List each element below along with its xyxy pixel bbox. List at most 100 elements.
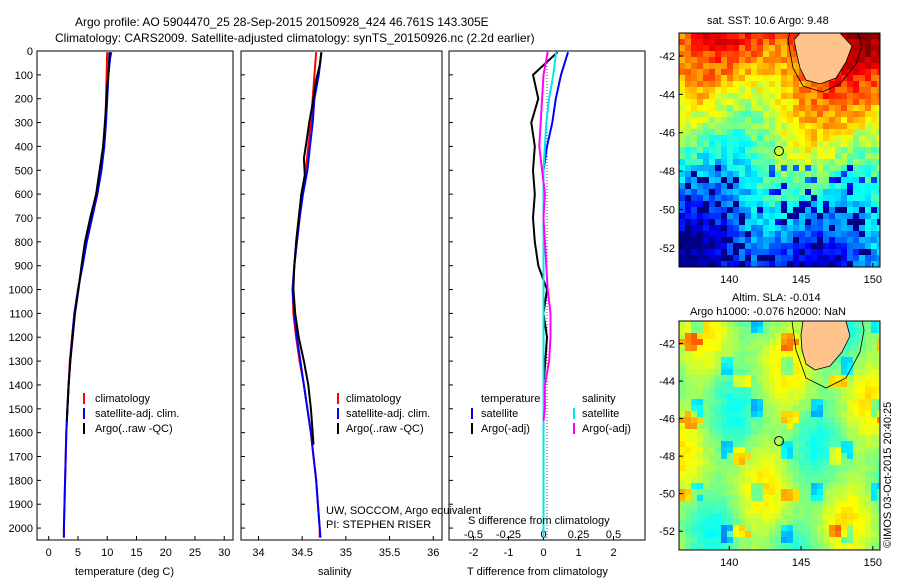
heatmap-cell xyxy=(703,405,709,411)
heatmap-cell xyxy=(739,447,745,453)
heatmap-cell xyxy=(817,201,823,207)
heatmap-cell xyxy=(679,465,685,471)
heatmap-cell xyxy=(835,525,841,531)
heatmap-cell xyxy=(691,453,697,459)
heatmap-cell xyxy=(811,459,817,465)
heatmap-cell xyxy=(733,255,739,261)
heatmap-cell xyxy=(793,129,799,135)
heatmap-cell xyxy=(877,213,880,219)
heatmap-cell xyxy=(847,447,853,453)
heatmap-cell xyxy=(709,387,715,393)
heatmap-cell xyxy=(745,183,751,189)
heatmap-cell xyxy=(811,531,817,537)
heatmap-cell xyxy=(763,45,769,51)
heatmap-cell xyxy=(793,111,799,117)
heatmap-cell xyxy=(769,75,775,81)
heatmap-cell xyxy=(835,261,841,267)
heatmap-cell xyxy=(757,219,763,225)
heatmap-cell xyxy=(727,93,733,99)
heatmap-cell xyxy=(853,393,859,399)
heatmap-cell xyxy=(721,465,727,471)
heatmap-cell xyxy=(709,111,715,117)
heatmap-cell xyxy=(763,465,769,471)
heatmap-cell xyxy=(853,321,859,327)
heatmap-cell xyxy=(775,261,781,267)
heatmap-cell xyxy=(871,165,877,171)
difference-legend: temperature satellite Argo(-adj) salinit… xyxy=(471,393,631,435)
heatmap-cell xyxy=(829,477,835,483)
heatmap-cell xyxy=(871,99,877,105)
heatmap-cell xyxy=(841,165,847,171)
heatmap-cell xyxy=(823,537,829,543)
heatmap-cell xyxy=(811,465,817,471)
heatmap-cell xyxy=(679,57,685,63)
heatmap-cell xyxy=(715,453,721,459)
latitude-tick-label: -52 xyxy=(659,526,675,538)
heatmap-cell xyxy=(835,111,841,117)
heatmap-cell xyxy=(781,375,787,381)
heatmap-cell xyxy=(871,69,877,75)
heatmap-cell xyxy=(793,459,799,465)
heatmap-cell xyxy=(679,471,685,477)
heatmap-cell xyxy=(811,525,817,531)
heatmap-cell xyxy=(853,441,859,447)
heatmap-cell xyxy=(847,177,853,183)
heatmap-cell xyxy=(835,207,841,213)
heatmap-cell xyxy=(859,63,865,69)
heatmap-cell xyxy=(715,429,721,435)
heatmap-cell xyxy=(871,465,877,471)
heatmap-cell xyxy=(805,213,811,219)
heatmap-cell xyxy=(841,477,847,483)
heatmap-cell xyxy=(871,255,877,261)
heatmap-cell xyxy=(763,135,769,141)
heatmap-cell xyxy=(685,195,691,201)
heatmap-cell xyxy=(691,537,697,543)
heatmap-cell xyxy=(787,93,793,99)
heatmap-cell xyxy=(745,201,751,207)
heatmap-cell xyxy=(727,513,733,519)
heatmap-cell xyxy=(745,87,751,93)
heatmap-cell xyxy=(721,435,727,441)
heatmap-cell xyxy=(781,147,787,153)
heatmap-cell xyxy=(685,99,691,105)
legend-t-satellite-label: satellite xyxy=(481,408,518,420)
heatmap-cell xyxy=(697,357,703,363)
heatmap-cell xyxy=(871,45,877,51)
heatmap-cell xyxy=(721,345,727,351)
heatmap-cell xyxy=(865,387,871,393)
heatmap-cell xyxy=(709,501,715,507)
heatmap-cell xyxy=(733,147,739,153)
heatmap-cell xyxy=(757,249,763,255)
heatmap-cell xyxy=(799,393,805,399)
heatmap-cell xyxy=(841,351,847,357)
heatmap-cell xyxy=(727,153,733,159)
heatmap-cell xyxy=(793,255,799,261)
heatmap-cell xyxy=(859,231,865,237)
heatmap-cell xyxy=(721,375,727,381)
heatmap-cell xyxy=(847,537,853,543)
heatmap-cell xyxy=(781,225,787,231)
heatmap-cell xyxy=(709,507,715,513)
heatmap-cell xyxy=(865,81,871,87)
heatmap-cell xyxy=(859,495,865,501)
heatmap-cell xyxy=(769,345,775,351)
heatmap-cell xyxy=(733,393,739,399)
heatmap-cell xyxy=(865,195,871,201)
heatmap-cell xyxy=(865,135,871,141)
heatmap-cell xyxy=(781,351,787,357)
heatmap-cell xyxy=(853,405,859,411)
heatmap-cell xyxy=(691,75,697,81)
heatmap-cell xyxy=(679,189,685,195)
heatmap-cell xyxy=(703,63,709,69)
heatmap-cell xyxy=(751,87,757,93)
heatmap-cell xyxy=(817,519,823,525)
heatmap-cell xyxy=(727,495,733,501)
heatmap-cell xyxy=(805,525,811,531)
heatmap-cell xyxy=(763,111,769,117)
heatmap-cell xyxy=(751,57,757,63)
top-x-tick-label: 0.5 xyxy=(606,529,621,541)
heatmap-cell xyxy=(691,327,697,333)
heatmap-cell xyxy=(745,261,751,267)
heatmap-cell xyxy=(817,159,823,165)
heatmap-cell xyxy=(709,339,715,345)
